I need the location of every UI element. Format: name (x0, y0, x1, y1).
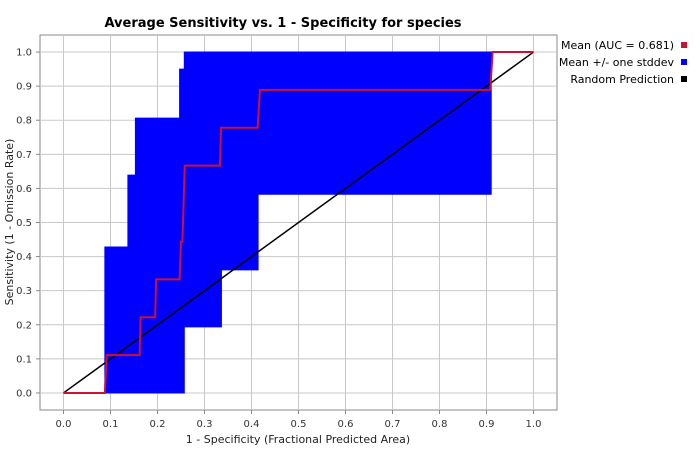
x-axis-label: 1 - Specificity (Fractional Predicted Ar… (186, 433, 410, 446)
x-tick-label: 1.0 (526, 419, 542, 430)
mean-roc-line (63, 51, 534, 394)
x-tick-label: 0.3 (197, 419, 213, 430)
legend: Mean (AUC = 0.681) Mean +/- one stddev Ran… (559, 39, 687, 86)
x-tick-label: 0.2 (150, 419, 166, 430)
series-lines (63, 51, 534, 394)
y-tick-label: 0.4 (16, 252, 32, 263)
y-tick-label: 1.0 (16, 48, 32, 59)
y-tick-label: 0.1 (16, 354, 32, 365)
x-tick-label: 0.4 (244, 419, 260, 430)
legend-random-swatch (681, 76, 687, 82)
y-tick-label: 0.9 (16, 82, 32, 93)
y-tick-label: 0.8 (16, 116, 32, 127)
y-tick-label: 0.5 (16, 218, 32, 229)
y-tick-label: 0.6 (16, 184, 32, 195)
x-tick-label: 0.0 (56, 419, 72, 430)
stddev-band (104, 51, 492, 394)
y-axis-ticks: 0.0 0.1 0.2 0.3 0.4 0.5 0.6 0.7 0.8 0.9 1.0 (16, 48, 40, 399)
legend-stddev-swatch (681, 59, 687, 65)
y-tick-label: 0.0 (16, 388, 32, 399)
x-axis-ticks: 0.0 0.1 0.2 0.3 0.4 0.5 0.6 0.7 0.8 0.9 1.0 (56, 410, 542, 430)
legend-mean-label: Mean (AUC = 0.681) (561, 39, 674, 52)
x-tick-label: 0.8 (432, 419, 448, 430)
legend-random-label: Random Prediction (570, 73, 674, 86)
x-tick-label: 0.1 (103, 419, 119, 430)
y-tick-label: 0.3 (16, 286, 32, 297)
legend-mean-swatch (681, 42, 687, 48)
stddev-band-area (104, 51, 492, 394)
y-axis-label: Sensitivity (1 - Omission Rate) (3, 139, 16, 306)
random-prediction-line (63, 51, 534, 394)
plot-area (39, 34, 558, 411)
chart-title: Average Sensitivity vs. 1 - Specificity … (104, 16, 461, 31)
legend-stddev-label: Mean +/- one stddev (559, 56, 675, 69)
x-tick-label: 0.6 (338, 419, 354, 430)
y-tick-label: 0.7 (16, 150, 32, 161)
y-tick-label: 0.2 (16, 320, 32, 331)
x-tick-label: 0.9 (479, 419, 495, 430)
x-tick-label: 0.7 (385, 419, 401, 430)
x-tick-label: 0.5 (291, 419, 307, 430)
